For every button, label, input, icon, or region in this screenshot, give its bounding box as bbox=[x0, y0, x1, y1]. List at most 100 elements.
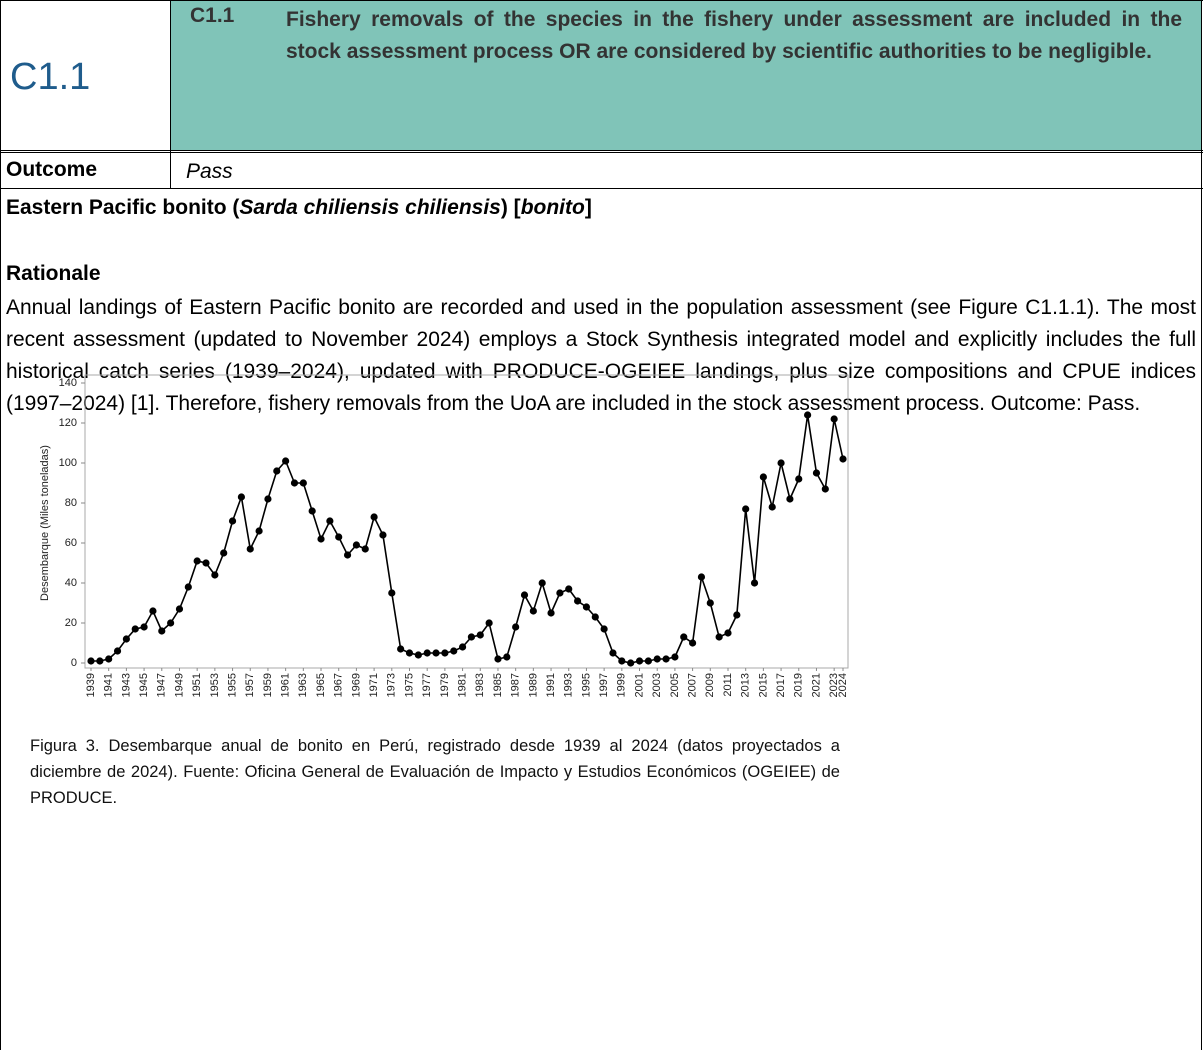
data-point bbox=[839, 455, 847, 463]
data-point bbox=[158, 627, 166, 635]
data-point bbox=[343, 551, 352, 559]
x-tick-label: 1961 bbox=[280, 673, 292, 697]
x-tick-label: 2023 bbox=[828, 673, 840, 697]
data-point bbox=[512, 623, 520, 631]
border bbox=[0, 152, 1203, 153]
data-point bbox=[326, 517, 334, 525]
data-point bbox=[795, 475, 803, 483]
border bbox=[1201, 0, 1202, 1050]
data-point bbox=[538, 579, 546, 587]
border bbox=[0, 0, 1, 1050]
x-tick-label: 2003 bbox=[651, 673, 663, 697]
data-point bbox=[317, 535, 325, 543]
x-tick-label: 2021 bbox=[810, 673, 822, 697]
x-tick-label: 1981 bbox=[456, 673, 468, 697]
data-point bbox=[662, 655, 670, 663]
plot-frame bbox=[84, 374, 849, 669]
y-tick-label: 140 bbox=[59, 377, 77, 389]
data-point bbox=[379, 531, 387, 539]
x-tick-label: 1967 bbox=[333, 673, 345, 697]
border bbox=[0, 150, 1203, 151]
data-point bbox=[87, 657, 95, 665]
data-point bbox=[821, 485, 829, 493]
species-part: Eastern Pacific bonito ( bbox=[6, 196, 240, 219]
data-point bbox=[220, 549, 228, 557]
data-point bbox=[768, 503, 776, 511]
data-point bbox=[812, 469, 821, 477]
code: C1.1 bbox=[10, 56, 91, 98]
border bbox=[0, 0, 1203, 1]
data-point bbox=[573, 597, 582, 605]
data-point bbox=[485, 619, 493, 627]
data-point bbox=[759, 473, 767, 481]
data-point bbox=[458, 643, 467, 651]
criterion-number: C1.1 bbox=[190, 4, 235, 27]
data-point bbox=[167, 619, 175, 627]
data-point bbox=[202, 559, 210, 567]
caption: Figura 3. Desembarque anual de bonito en… bbox=[30, 737, 840, 807]
data-point bbox=[804, 411, 812, 419]
border bbox=[0, 188, 1203, 189]
x-tick-label: 1989 bbox=[527, 673, 539, 697]
data-point bbox=[556, 589, 564, 597]
data-point bbox=[467, 633, 476, 641]
species-part: ] bbox=[584, 196, 592, 219]
x-tick-label: 1947 bbox=[156, 673, 168, 697]
x-tick-label: 1985 bbox=[492, 673, 504, 697]
data-point bbox=[476, 631, 484, 639]
species: Eastern Pacific bonito (Sarda chiliensis… bbox=[6, 196, 592, 220]
data-point bbox=[193, 557, 201, 565]
x-tick-label: 1975 bbox=[403, 673, 415, 697]
x-tick-label: 1957 bbox=[244, 673, 256, 697]
outcome-value: Pass bbox=[186, 160, 233, 183]
data-point bbox=[786, 495, 794, 503]
x-tick-label: 2009 bbox=[704, 673, 716, 697]
x-tick-label: 1973 bbox=[386, 673, 398, 697]
data-point bbox=[237, 493, 245, 501]
border bbox=[170, 0, 171, 188]
data-point bbox=[697, 573, 706, 581]
x-tick-label: 2017 bbox=[775, 673, 787, 697]
data-point bbox=[397, 645, 405, 653]
data-point bbox=[503, 653, 511, 661]
data-point bbox=[653, 655, 661, 663]
x-tick-label: 1991 bbox=[545, 673, 557, 697]
data-point bbox=[352, 541, 361, 549]
x-tick-label: 1963 bbox=[297, 673, 309, 697]
species-part: bonito bbox=[520, 196, 585, 219]
x-tick-label: 2015 bbox=[757, 673, 769, 697]
data-point bbox=[414, 651, 422, 659]
data-point bbox=[290, 479, 299, 487]
x-tick-label: 1941 bbox=[103, 673, 115, 697]
data-point bbox=[777, 459, 785, 467]
y-tick-label: 40 bbox=[65, 577, 77, 589]
x-tick-label: 1953 bbox=[209, 673, 221, 697]
x-tick-label: 1939 bbox=[85, 673, 97, 697]
data-point bbox=[627, 659, 635, 667]
x-tick-label: 1977 bbox=[421, 673, 433, 697]
data-point bbox=[405, 649, 414, 657]
data-point bbox=[520, 591, 529, 599]
data-point bbox=[680, 633, 688, 641]
data-point bbox=[335, 533, 343, 541]
data-point bbox=[113, 647, 122, 655]
data-point bbox=[273, 467, 281, 475]
x-tick-label: 1997 bbox=[598, 673, 610, 697]
outcome-label: Outcome bbox=[6, 158, 98, 181]
x-tick-label: 2005 bbox=[669, 673, 681, 697]
data-point bbox=[689, 639, 697, 647]
data-point bbox=[140, 623, 148, 631]
data-point bbox=[635, 657, 644, 665]
y-tick-label: 100 bbox=[59, 457, 77, 469]
data-point bbox=[175, 605, 184, 613]
data-point bbox=[149, 607, 157, 615]
x-tick-label: 1983 bbox=[474, 673, 486, 697]
x-tick-label: 1971 bbox=[368, 673, 380, 697]
x-tick-label: 1955 bbox=[226, 673, 238, 697]
data-point bbox=[96, 657, 104, 665]
y-tick-label: 0 bbox=[71, 657, 77, 669]
y-tick-label: 120 bbox=[59, 417, 77, 429]
y-tick-label: 60 bbox=[65, 537, 77, 549]
criterion-text: Fishery removals of the species in the f… bbox=[286, 8, 1182, 63]
